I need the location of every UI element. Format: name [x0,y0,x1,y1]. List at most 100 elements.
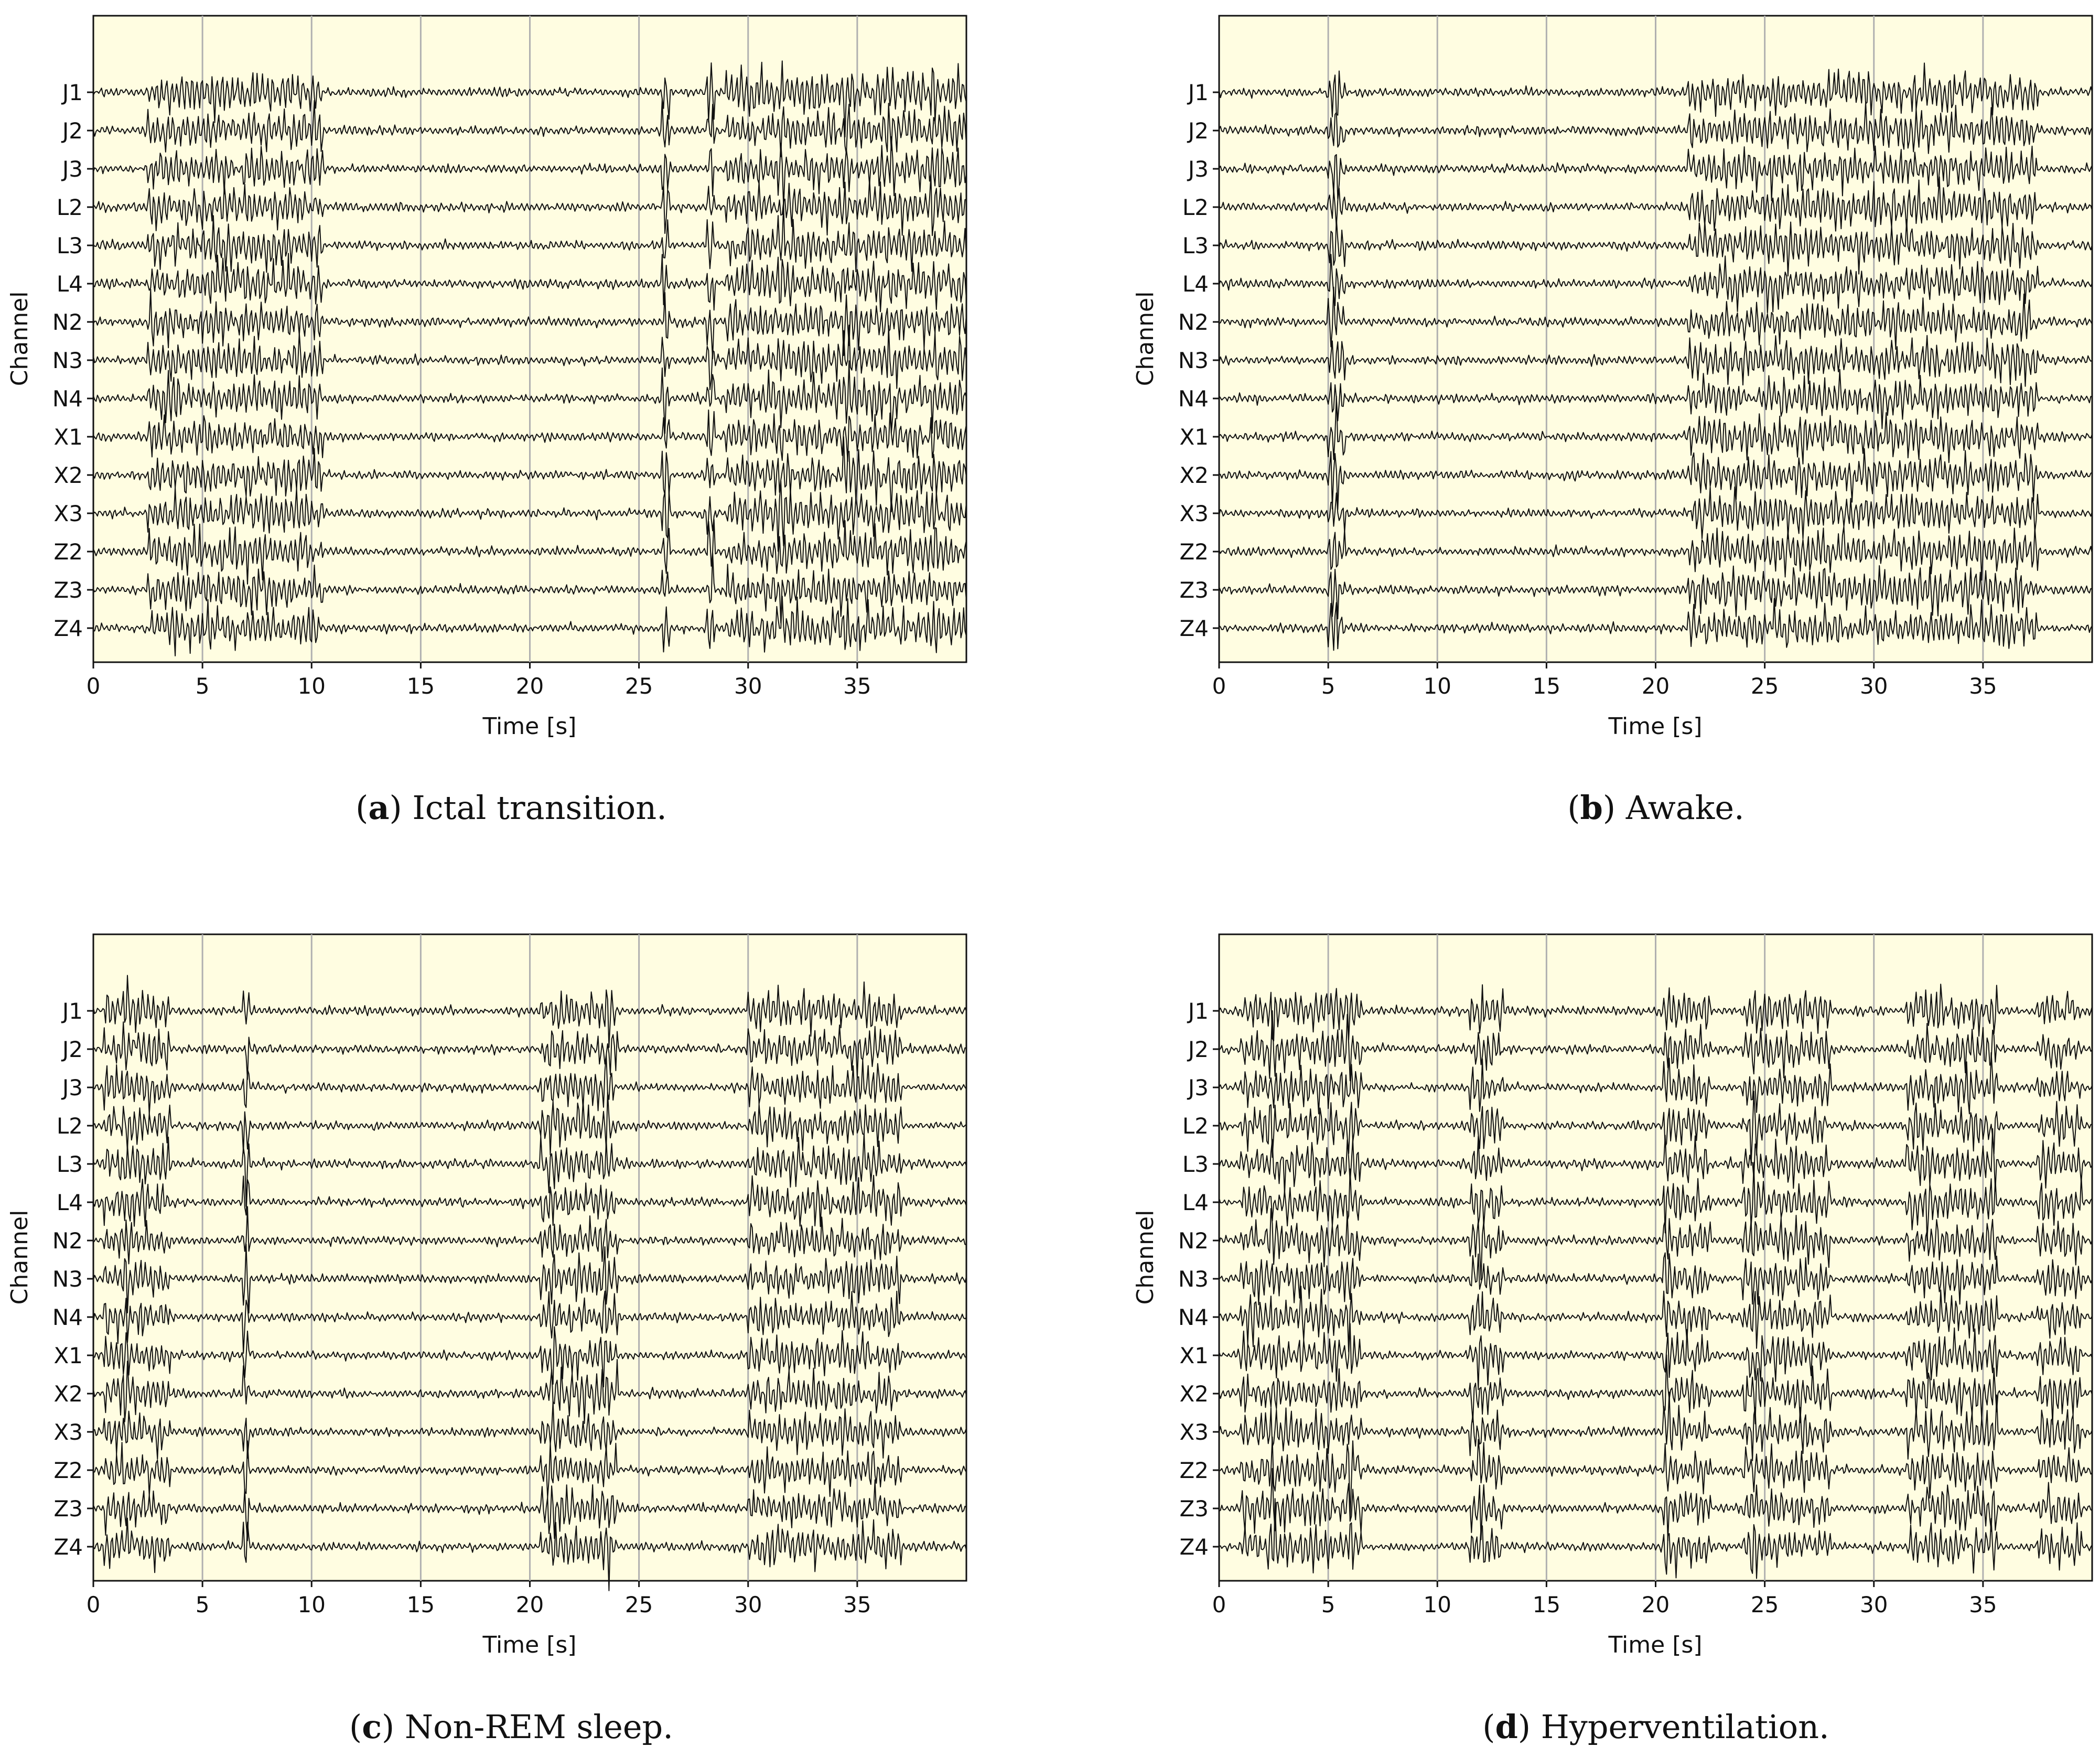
channel-label-b-1: J2 [1187,118,1209,144]
trace-d-L2 [1219,1091,2093,1166]
channel-label-d-7: N3 [1178,1266,1209,1292]
trace-c-X3 [93,1400,967,1460]
grid-c [201,934,858,1581]
trace-c-L3 [93,1132,967,1207]
trace-d-Z4 [1219,1498,2093,1579]
trace-d-N2 [1219,1208,2093,1280]
channel-label-b-13: Z3 [1180,577,1209,603]
channel-label-a-4: L3 [57,233,83,258]
trace-b-X1 [1219,395,2093,465]
trace-a-J3 [93,136,967,209]
trace-c-J1 [93,975,967,1048]
trace-b-N2 [1219,286,2093,350]
ylabel-b: Channel [1132,292,1159,386]
channel-label-a-9: X1 [54,424,83,450]
x-tick-label-d-0: 0 [1212,1592,1226,1617]
channel-label-a-1: J2 [61,118,83,144]
panel-c: J1 J2 J3 L2 L3 L4 N2 N3 N4 X1 X2 X3 Z2 Z3 Z4 0 5 10 15 20 2… [6,933,967,1746]
x-tick-label-a-3: 15 [407,673,435,699]
channel-label-b-4: L3 [1182,233,1209,258]
trace-d-X2 [1219,1354,2093,1425]
x-tick-label-a-0: 0 [87,673,101,699]
channel-label-b-9: X1 [1180,424,1209,450]
trace-c-N4 [93,1290,967,1354]
trace-a-L4 [93,253,967,312]
trace-d-J3 [1219,1052,2093,1115]
x-tick-label-b-1: 5 [1321,673,1336,699]
channel-labels-a: J1 J2 J3 L2 L3 L4 N2 N3 N4 X1 X2 X3 Z2 Z3 Z4 [52,80,93,641]
trace-c-L4 [93,1174,967,1227]
channel-label-a-2: J3 [61,156,83,182]
ylabel-a: Channel [6,292,33,386]
trace-b-J1 [1219,62,2093,117]
trace-c-Z4 [93,1517,967,1591]
x-tick-label-d-2: 10 [1424,1592,1451,1617]
x-tick-label-b-7: 35 [1969,673,1997,699]
caption-label-d: d [1495,1708,1517,1746]
channel-label-c-6: N2 [52,1228,83,1254]
x-tick-label-d-5: 25 [1751,1592,1779,1617]
x-tick-label-a-7: 35 [843,673,871,699]
caption-text-a: Ictal transition. [412,789,666,827]
channel-label-a-14: Z4 [54,616,83,641]
channel-label-c-4: L3 [57,1151,83,1177]
channel-label-d-8: N4 [1178,1304,1209,1330]
caption-d: (d) Hyperventilation. [1482,1708,1829,1746]
ylabel-c: Channel [6,1210,33,1305]
x-ticks-a: 0 5 10 15 20 25 30 35 [87,662,871,699]
panel-b: J1 J2 J3 L2 L3 L4 N2 N3 N4 X1 X2 X3 Z2 Z3 Z4 0 5 10 15 20 2… [1132,15,2093,827]
x-tick-label-c-5: 25 [625,1592,653,1617]
trace-c-L2 [93,1092,967,1156]
channel-label-b-12: Z2 [1180,539,1209,565]
trace-a-N3 [93,325,967,391]
trace-d-L4 [1219,1162,2093,1242]
channel-label-b-2: J3 [1187,156,1209,182]
channel-label-c-9: X1 [54,1343,83,1368]
trace-b-L2 [1219,176,2093,232]
channel-label-c-8: N4 [52,1304,83,1330]
channel-label-d-10: X2 [1180,1381,1209,1407]
x-tick-label-c-4: 20 [516,1592,544,1617]
channel-label-d-11: X3 [1180,1419,1209,1445]
x-tick-label-c-0: 0 [87,1592,101,1617]
channel-label-c-1: J2 [61,1037,83,1062]
x-tick-label-c-3: 15 [407,1592,435,1617]
trace-a-X1 [93,409,967,462]
channel-label-c-10: X2 [54,1381,83,1407]
channel-label-c-3: L2 [57,1113,83,1139]
caption-b: (b) Awake. [1567,789,1744,827]
trace-d-L3 [1219,1128,2093,1195]
channel-label-a-5: L4 [57,271,83,297]
xlabel-c: Time [s] [482,1632,577,1658]
x-tick-label-b-4: 20 [1642,673,1670,699]
trace-d-Z2 [1219,1436,2093,1522]
caption-text-c: Non-REM sleep. [405,1708,673,1746]
channel-label-d-12: Z2 [1180,1458,1209,1483]
channel-label-d-0: J1 [1187,998,1209,1024]
x-tick-label-c-1: 5 [196,1592,210,1617]
trace-a-Z3 [93,552,967,624]
x-tick-label-d-7: 35 [1969,1592,1997,1617]
trace-a-L2 [93,174,967,236]
trace-b-L3 [1219,218,2093,277]
trace-a-N4 [93,360,967,434]
channel-label-b-14: Z4 [1180,616,1209,641]
trace-a-X2 [93,436,967,512]
trace-a-Z2 [93,519,967,585]
channel-labels-c: J1 J2 J3 L2 L3 L4 N2 N3 N4 X1 X2 X3 Z2 Z3 Z4 [52,998,93,1560]
channel-label-d-14: Z4 [1180,1534,1209,1560]
x-tick-label-b-3: 15 [1533,673,1560,699]
trace-b-Z4 [1219,598,2093,651]
trace-a-L3 [93,202,967,273]
trace-b-Z2 [1219,525,2093,581]
channel-label-c-7: N3 [52,1266,83,1292]
channel-label-d-5: L4 [1182,1190,1209,1215]
channel-labels-b: J1 J2 J3 L2 L3 L4 N2 N3 N4 X1 X2 X3 Z2 Z3 Z4 [1178,80,1219,641]
traces-b [1219,62,2093,651]
channel-label-d-9: X1 [1180,1343,1209,1368]
channel-labels-d: J1 J2 J3 L2 L3 L4 N2 N3 N4 X1 X2 X3 Z2 Z3 Z4 [1178,998,1219,1560]
channel-label-c-11: X3 [54,1419,83,1445]
channel-label-b-6: N2 [1178,309,1209,335]
traces-a [93,60,967,656]
